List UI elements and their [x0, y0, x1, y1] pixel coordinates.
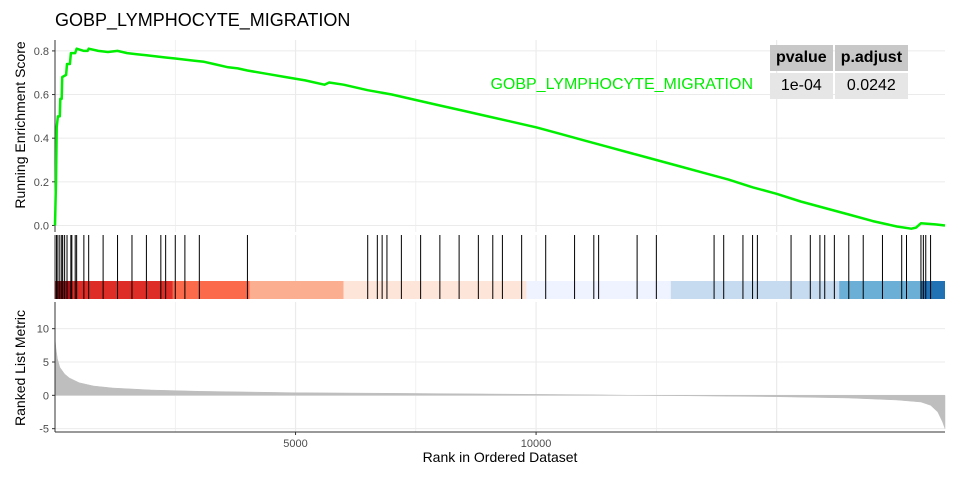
pvalue-table: pvalue p.adjust 1e-04 0.0242 [768, 43, 910, 101]
es-y-axis-label: Running Enrichment Score [12, 41, 28, 209]
rank-ytick-label-1: 0 [43, 390, 49, 402]
rank-x-axis-label: Rank in Ordered Dataset [423, 449, 578, 465]
ranked-metric-area [54, 338, 946, 429]
rank-xtick-label-0: 5000 [283, 438, 307, 450]
es-ytick-label-4: 0.8 [34, 46, 49, 58]
rank-xtick-label-1: 10000 [521, 438, 552, 450]
rank-band-0 [55, 281, 72, 299]
pvalue-header: pvalue [770, 45, 833, 71]
rank-band-2 [172, 281, 250, 299]
rank-ytick-label-3: 10 [37, 324, 49, 336]
es-ytick-label-1: 0.2 [34, 177, 49, 189]
es-ytick-label-0: 0.0 [34, 220, 49, 232]
es-ytick-label-2: 0.4 [34, 133, 49, 145]
gene-set-label: GOBP_LYMPHOCYTE_MIGRATION [490, 76, 753, 93]
rank-band-6 [670, 281, 840, 299]
running-es-line [53, 47, 946, 230]
padjust-cell: 0.0242 [834, 73, 909, 99]
rank-panel: -5 0 5 10 5000 10000 [37, 302, 946, 450]
rank-band-8 [920, 281, 945, 299]
rank-ytick-label-2: 5 [43, 357, 49, 369]
padjust-header: p.adjust [834, 45, 909, 71]
rank-ytick-label-0: -5 [39, 424, 49, 436]
pvalue-cell: 1e-04 [770, 73, 833, 99]
rank-band-3 [249, 281, 344, 299]
rank-y-axis-label: Ranked List Metric [12, 310, 28, 426]
rank-band-4 [343, 281, 527, 299]
rank-band-7 [839, 281, 921, 299]
es-ytick-label-3: 0.6 [34, 90, 49, 102]
rank-band-1 [71, 281, 173, 299]
chart-title: GOBP_LYMPHOCYTE_MIGRATION [55, 10, 351, 30]
hit-panel [54, 235, 945, 299]
